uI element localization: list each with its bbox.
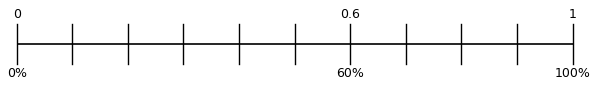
Text: 0: 0 bbox=[13, 8, 21, 21]
Text: 100%: 100% bbox=[554, 67, 591, 80]
Text: 0%: 0% bbox=[7, 67, 27, 80]
Text: 0.6: 0.6 bbox=[341, 8, 360, 21]
Text: 60%: 60% bbox=[336, 67, 364, 80]
Text: 1: 1 bbox=[568, 8, 576, 21]
